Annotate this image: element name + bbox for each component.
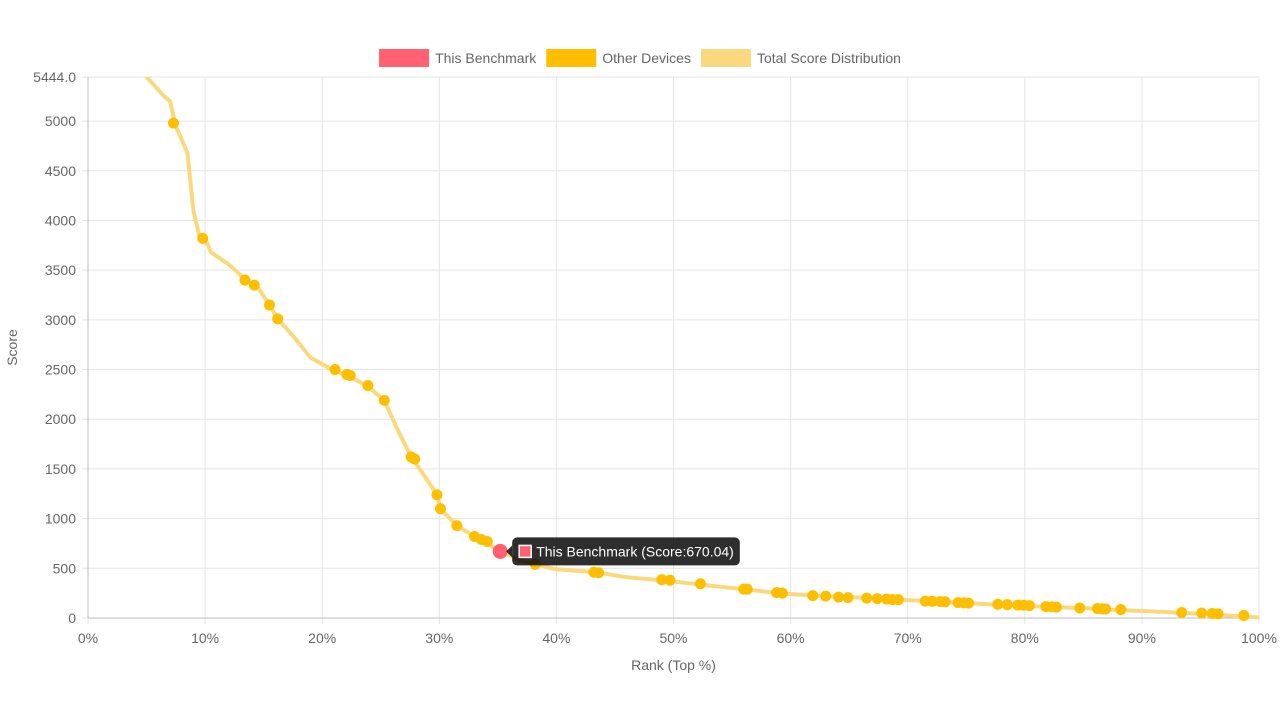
legend-item: Other Devices <box>546 49 691 67</box>
other-device-point <box>1176 607 1188 619</box>
other-device-point <box>593 567 605 579</box>
other-device-point <box>926 595 938 607</box>
x-tick-label: 20% <box>308 630 336 646</box>
x-tick-label: 30% <box>425 630 453 646</box>
x-tick-label: 50% <box>659 630 687 646</box>
tooltip-label: This Benchmark (Score:670.04) <box>536 543 734 559</box>
x-tick-label: 80% <box>1011 630 1039 646</box>
y-tick-label: 2000 <box>45 411 76 427</box>
legend: This Benchmark Other Devices Total Score D… <box>379 49 901 67</box>
other-device-point <box>694 578 706 590</box>
other-device-point <box>1238 610 1250 622</box>
other-device-point <box>1196 607 1208 619</box>
other-device-point <box>992 598 1004 610</box>
other-devices-series <box>167 117 1250 622</box>
other-device-point <box>892 594 904 606</box>
legend-swatch <box>546 49 597 67</box>
x-tick-label: 70% <box>894 630 922 646</box>
x-tick-label: 100% <box>1241 630 1277 646</box>
other-device-point <box>820 590 832 602</box>
y-tick-label: 5000 <box>45 113 76 129</box>
other-device-point <box>1212 608 1224 620</box>
y-tick-labels: 0 500 1000 1500 2000 2500 3000 3500 4000 4500 5000… <box>33 69 76 626</box>
legend-swatch <box>379 49 430 67</box>
other-device-point <box>861 592 873 604</box>
y-tick-label: 5444.0 <box>33 69 76 85</box>
y-tick-label: 1000 <box>45 511 76 527</box>
other-device-point <box>451 520 463 532</box>
y-tick-label: 1500 <box>45 461 76 477</box>
other-device-point <box>272 313 284 325</box>
x-tick-labels: 0% 10% 20% 30% 40% 50% 60% 70% 80% 90% 100% <box>78 630 1277 646</box>
y-tick-label: 500 <box>53 560 77 576</box>
other-device-point <box>248 279 260 291</box>
other-device-point <box>1023 600 1035 612</box>
other-device-point <box>329 364 341 376</box>
y-tick-label: 4000 <box>45 212 76 228</box>
y-tick-label: 3000 <box>45 312 76 328</box>
x-tick-label: 10% <box>191 630 219 646</box>
legend-label: Other Devices <box>602 50 691 66</box>
other-device-point <box>1100 603 1112 615</box>
other-device-point <box>656 574 668 586</box>
other-device-point <box>362 379 374 391</box>
y-axis-title: Score <box>4 329 20 366</box>
other-device-point <box>1050 601 1062 613</box>
x-tick-label: 40% <box>542 630 570 646</box>
benchmark-tooltip: This Benchmark (Score:670.04) <box>506 537 740 566</box>
legend-item: This Benchmark <box>379 49 537 67</box>
other-device-point <box>431 489 443 501</box>
legend-swatch <box>700 49 751 67</box>
other-device-point <box>1115 604 1127 616</box>
other-device-point <box>1001 599 1013 611</box>
other-device-point <box>939 596 951 608</box>
other-device-point <box>344 370 356 382</box>
other-device-point <box>197 232 209 244</box>
x-tick-label: 0% <box>78 630 98 646</box>
tooltip-caret <box>506 545 513 558</box>
x-axis-title: Rank (Top %) <box>631 657 716 673</box>
y-tick-label: 2500 <box>45 362 76 378</box>
distribution-line <box>144 77 1259 620</box>
total-score-distribution-series <box>144 77 1259 620</box>
x-tick-label: 90% <box>1128 630 1156 646</box>
legend-label: This Benchmark <box>435 50 537 66</box>
x-tick-label: 60% <box>777 630 805 646</box>
other-device-point <box>239 274 251 286</box>
other-device-point <box>378 394 390 406</box>
other-device-point <box>963 597 975 609</box>
other-device-point <box>264 299 276 311</box>
tooltip-swatch <box>518 544 532 559</box>
other-device-point <box>871 593 883 605</box>
legend-label: Total Score Distribution <box>757 50 901 66</box>
other-device-point <box>481 535 493 547</box>
other-device-point <box>842 592 854 604</box>
tooltip-box <box>512 537 740 566</box>
other-device-point <box>664 574 676 586</box>
other-device-point <box>776 587 788 599</box>
y-tick-label: 0 <box>68 610 76 626</box>
other-device-point <box>833 591 845 603</box>
y-tick-label: 4500 <box>45 163 76 179</box>
other-device-point <box>167 117 179 129</box>
other-device-point <box>1074 602 1086 614</box>
other-device-point <box>434 503 446 515</box>
this-benchmark-series <box>492 543 508 559</box>
other-device-point <box>741 583 753 595</box>
axes <box>87 77 1259 619</box>
other-device-point <box>409 453 421 465</box>
other-device-point <box>807 590 819 602</box>
this-benchmark-point <box>492 543 508 559</box>
legend-item: Total Score Distribution <box>700 49 901 67</box>
y-tick-label: 3500 <box>45 262 76 278</box>
